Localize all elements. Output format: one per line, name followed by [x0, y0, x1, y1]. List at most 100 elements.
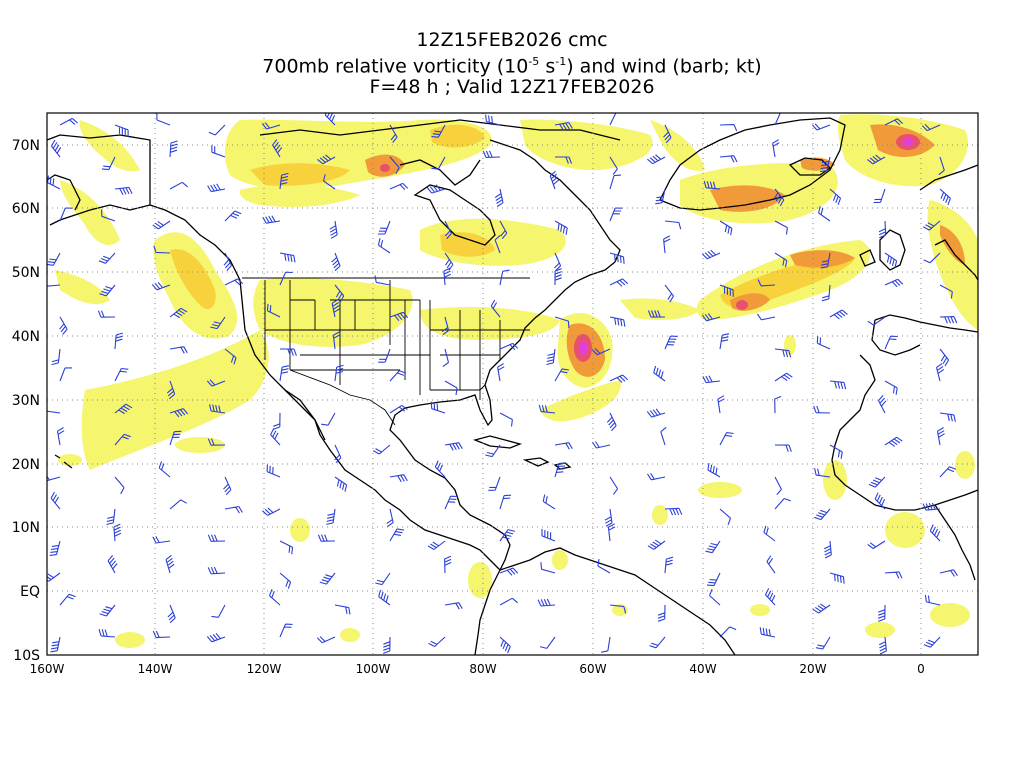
wind-barb — [609, 252, 625, 264]
wind-barb — [279, 572, 292, 589]
title-line-3: F=48 h ; Valid 12Z17FEB2026 — [369, 76, 655, 99]
wind-barb — [207, 438, 226, 446]
wind-barb — [647, 473, 666, 481]
wind-barb — [774, 444, 792, 452]
wind-barb — [47, 572, 61, 582]
wind-barbs — [47, 113, 958, 655]
wind-barb — [98, 252, 116, 264]
wind-barb — [378, 348, 391, 363]
wind-barb — [664, 284, 674, 303]
wind-barb — [273, 412, 281, 430]
wind-barb — [262, 507, 281, 516]
wind-barb — [924, 594, 941, 606]
wind-barb — [609, 207, 623, 222]
wind-barb — [98, 628, 116, 638]
wind-barb — [823, 540, 832, 559]
wind-barb — [152, 536, 171, 544]
wind-barb — [606, 412, 617, 432]
wind-barb — [206, 379, 226, 387]
wind-barb — [378, 589, 391, 606]
lon-label: 120W — [247, 662, 282, 676]
wind-barb — [317, 534, 336, 542]
wind-barb — [494, 234, 501, 254]
wind-barb — [878, 395, 887, 414]
wind-barb — [499, 636, 511, 654]
wind-barb — [443, 267, 451, 286]
wind-barb — [701, 313, 721, 322]
wind-barb — [444, 220, 452, 240]
wind-barb — [646, 408, 666, 418]
lon-label: 60W — [579, 662, 606, 676]
wind-barb — [757, 279, 776, 287]
wind-barb — [389, 124, 398, 143]
wind-barb — [59, 207, 73, 222]
wind-barb — [773, 188, 785, 207]
wind-barb — [939, 569, 958, 577]
wind-barb — [815, 636, 831, 650]
wind-barb — [719, 432, 734, 446]
wind-barb — [114, 403, 133, 415]
lon-label: 160W — [30, 662, 65, 676]
lon-label: 140W — [138, 662, 173, 676]
wind-barb — [316, 636, 336, 644]
wind-barb — [152, 220, 171, 230]
map-frame-border — [46, 112, 979, 656]
wind-barb — [206, 632, 226, 643]
wind-barb — [820, 252, 831, 269]
wind-barb — [444, 555, 452, 574]
wind-barb — [884, 278, 904, 288]
wind-barb — [936, 427, 945, 446]
latitude-labels: 70N 60N 50N 40N 30N 20N 10N EQ 10S — [12, 138, 40, 664]
wind-barb — [819, 156, 831, 173]
wind-barb — [765, 588, 776, 606]
wind-barb — [223, 252, 232, 271]
wind-barb — [921, 124, 941, 132]
wind-barb — [169, 307, 188, 319]
wind-barb — [114, 124, 129, 137]
title-line-1: 12Z15FEB2026 cmc — [416, 29, 608, 51]
wind-barb — [165, 554, 175, 574]
wind-barb — [541, 528, 556, 542]
wind-barb — [499, 567, 519, 576]
wind-barb — [107, 555, 118, 574]
wind-barb — [444, 602, 463, 610]
wind-barb — [383, 636, 391, 654]
wind-barb — [766, 555, 776, 574]
wind-barb — [47, 410, 61, 414]
wind-barb — [334, 444, 342, 464]
wind-barb — [719, 284, 734, 297]
longitude-labels: 160W 140W 120W 100W 80W 60W 40W 20W 0 — [30, 662, 925, 676]
lat-label: 10S — [13, 648, 40, 664]
wind-barb — [884, 118, 904, 126]
wind-barb — [813, 405, 831, 414]
wind-barb — [106, 508, 116, 526]
lat-label: 10N — [12, 520, 40, 536]
wind-barb — [757, 313, 776, 321]
wind-barb — [59, 316, 68, 335]
wind-barb — [224, 348, 237, 365]
wind-barb — [266, 303, 281, 318]
wind-barb — [485, 444, 501, 458]
wind-barb — [867, 316, 886, 326]
wind-barb — [266, 464, 281, 478]
wind-barb — [156, 113, 171, 126]
wind-barb — [50, 139, 62, 158]
wind-barb — [442, 348, 450, 368]
wind-barb — [270, 428, 281, 446]
wind-barb — [818, 206, 831, 222]
wind-barb — [166, 380, 176, 400]
lat-label: 70N — [12, 138, 40, 154]
lon-label: 20W — [799, 662, 826, 676]
wind-barb — [609, 156, 618, 175]
wind-barb — [939, 284, 953, 299]
wind-barb — [663, 124, 672, 144]
wind-barb — [326, 508, 336, 525]
wind-barb — [152, 630, 171, 639]
wind-barb — [334, 284, 345, 303]
wind-barb — [208, 124, 226, 136]
wind-barb — [272, 139, 283, 158]
wind-barb — [537, 598, 556, 607]
lat-label: 30N — [12, 393, 40, 409]
wind-barb — [554, 368, 569, 382]
